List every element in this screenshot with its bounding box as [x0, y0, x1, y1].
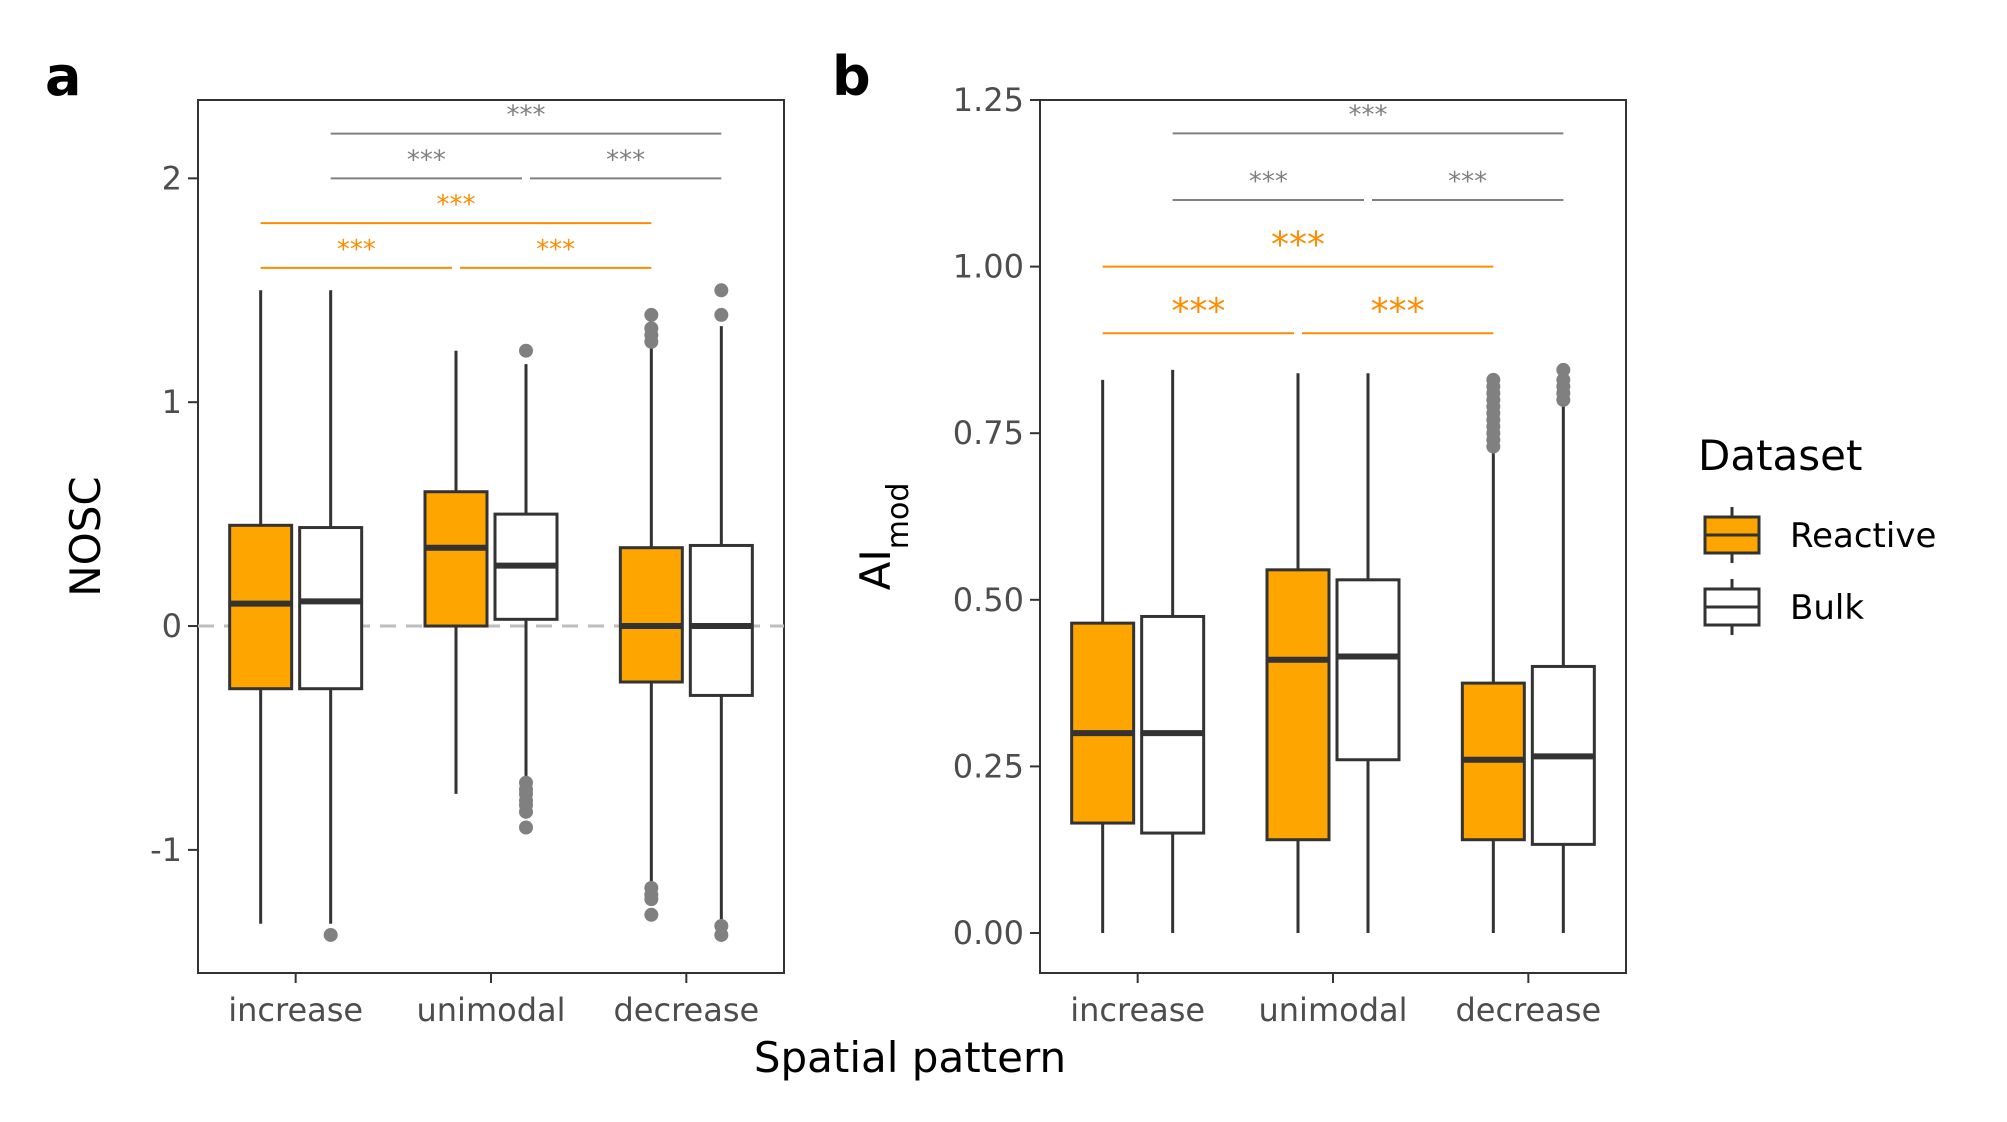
box-bulk-decrease [1530, 362, 1596, 934]
y-tick-label: 0.75 [953, 414, 1024, 452]
significance-reactive-1-2: *** [1302, 291, 1494, 335]
x-tick-label: increase [228, 991, 363, 1029]
significance-label: *** [407, 145, 446, 175]
significance-bulk-0-2: *** [330, 101, 722, 135]
significance-label: *** [437, 190, 476, 220]
y-tick-label: 0 [162, 607, 182, 645]
outlier-point [1486, 439, 1501, 454]
y-tick-label: 1.00 [953, 248, 1024, 286]
box-bulk-increase [1140, 369, 1206, 934]
significance-reactive-0-2: *** [1102, 225, 1494, 268]
significance-reactive-1-2: *** [460, 235, 652, 269]
outlier-point [519, 343, 533, 358]
box-reactive-decrease [1460, 372, 1526, 934]
x-tick-label: unimodal [416, 991, 565, 1029]
box-bulk-unimodal [1335, 373, 1401, 934]
outlier-point [323, 927, 338, 942]
legend: Dataset Reactive Bulk [1698, 431, 1936, 635]
y-axis-title-main: AI [851, 549, 900, 590]
x-tick-label: decrease [1455, 991, 1601, 1029]
y-tick-label: 2 [162, 159, 182, 197]
significance-label: *** [1371, 291, 1425, 332]
outlier-point [714, 927, 729, 942]
outlier-point [644, 892, 659, 907]
box-reactive-unimodal [1265, 373, 1331, 934]
outlier-point [519, 820, 533, 835]
box-iqr [228, 523, 294, 691]
box-iqr [1335, 578, 1401, 762]
x-tick-label: increase [1070, 991, 1205, 1029]
box-bulk-unimodal [493, 343, 559, 835]
y-tick-label: 0.50 [953, 581, 1024, 619]
outlier-point [644, 907, 659, 922]
y-axis-title: AImod [851, 483, 916, 591]
box-bulk-increase [298, 290, 364, 942]
outlier-point [644, 334, 659, 349]
x-axis-title: Spatial pattern [754, 1033, 1066, 1082]
significance-label: *** [1349, 100, 1388, 130]
box-iqr [1140, 614, 1206, 835]
panel-a: a -1 0 1 2 NOSC increase unimodal decrease *** ***… [45, 45, 785, 1029]
significance-bulk-1-2: *** [530, 145, 722, 180]
box-iqr [298, 526, 364, 691]
y-tick-label: 1 [162, 383, 182, 421]
outlier-point [1556, 392, 1571, 407]
legend-label: Reactive [1790, 516, 1936, 556]
box-iqr [423, 490, 489, 628]
panel-b: b 0.00 0.25 0.50 0.75 1.00 1.25 AImod increase un… [832, 45, 1627, 1029]
significance-label: *** [606, 145, 645, 175]
significance-label: *** [1171, 291, 1225, 332]
outlier-point [714, 283, 729, 298]
significance-bulk-1-2: *** [1372, 167, 1564, 201]
box-reactive-unimodal [423, 350, 489, 794]
y-tick-label: 0.00 [953, 914, 1024, 952]
outlier-point [519, 804, 533, 819]
significance-bulk-0-1: *** [330, 145, 522, 180]
outlier-point [714, 307, 729, 322]
box-iqr [618, 546, 684, 684]
significance-label: *** [536, 235, 575, 265]
significance-label: *** [1448, 167, 1487, 197]
significance-label: *** [1249, 167, 1288, 197]
significance-reactive-0-1: *** [1102, 291, 1294, 335]
significance-reactive-0-1: *** [260, 235, 452, 269]
y-tick-label: -1 [150, 831, 182, 869]
significance-label: *** [507, 101, 546, 131]
box-reactive-decrease [618, 307, 684, 922]
outlier-point [644, 307, 659, 322]
significance-bulk-0-2: *** [1172, 100, 1564, 135]
y-tick-label: 0.25 [953, 747, 1024, 785]
legend-title: Dataset [1698, 431, 1862, 480]
x-tick-label: decrease [613, 991, 759, 1029]
y-axis-title-main: NOSC [61, 476, 110, 596]
box-reactive-increase [1070, 379, 1136, 934]
x-tick-label: unimodal [1258, 991, 1407, 1029]
legend-entry-bulk: Bulk [1703, 579, 1864, 635]
box-reactive-increase [228, 290, 294, 924]
box-bulk-decrease [688, 283, 754, 942]
significance-label: *** [337, 235, 376, 265]
y-axis-title: NOSC [61, 476, 110, 596]
box-iqr [1265, 568, 1331, 842]
box-iqr [688, 543, 754, 697]
significance-reactive-0-2: *** [260, 190, 652, 225]
panel-tag: a [45, 45, 81, 108]
significance-label: *** [1271, 225, 1325, 266]
legend-entry-reactive: Reactive [1703, 507, 1936, 563]
y-tick-label: 1.25 [953, 81, 1024, 119]
box-iqr [1070, 621, 1136, 825]
y-axis-title-subscript: mod [881, 483, 916, 550]
panel-tag: b [832, 45, 871, 108]
significance-bulk-0-1: *** [1172, 167, 1364, 201]
legend-label: Bulk [1790, 588, 1864, 628]
outlier-point [1556, 362, 1571, 377]
